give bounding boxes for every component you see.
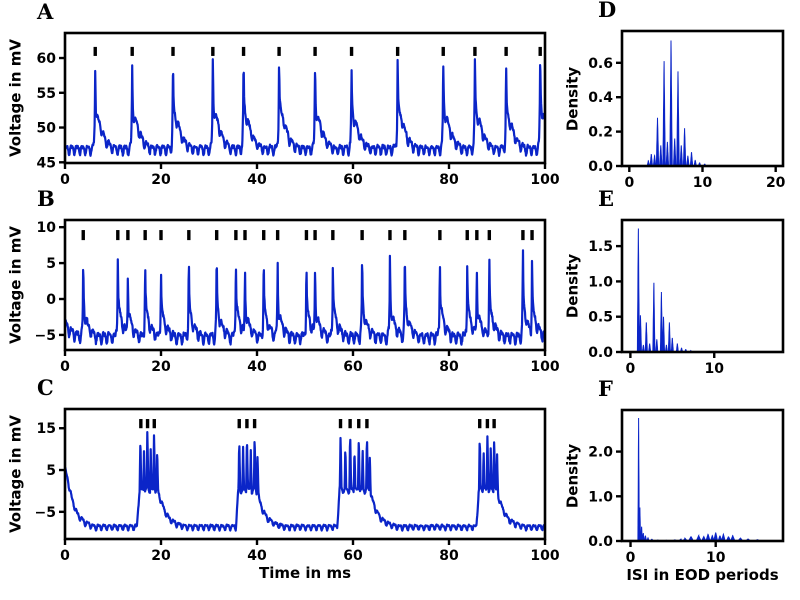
y-axis-label-c: Voltage in mV xyxy=(6,415,25,533)
y-tick-label: 0.2 xyxy=(588,125,613,141)
x-tick-label: 20 xyxy=(151,548,171,564)
y-tick-label: 0.0 xyxy=(588,345,613,361)
y-tick-label: 5 xyxy=(46,463,56,479)
x-tick-label: 0 xyxy=(624,175,634,191)
x-axis-label-f: ISI in EOD periods xyxy=(626,566,779,584)
axes-frame-f xyxy=(620,408,785,543)
panel-letter-e: E xyxy=(598,186,615,211)
x-tick-label: 80 xyxy=(439,548,459,564)
plot-area-d xyxy=(629,40,783,166)
y-axis-label-f: Density xyxy=(563,443,582,508)
y-axis-label-b: Voltage in mV xyxy=(6,226,25,344)
voltage-trace-a xyxy=(65,58,545,157)
axes-frame-d xyxy=(620,29,785,168)
density-histogram-e xyxy=(630,228,783,352)
y-tick-label: 1.5 xyxy=(588,239,613,255)
voltage-trace-c xyxy=(65,431,545,532)
x-tick-label: 0 xyxy=(60,548,70,564)
y-tick-label: 0.5 xyxy=(588,310,613,326)
y-tick-label: 55 xyxy=(37,86,56,102)
y-tick-label: 45 xyxy=(37,155,56,171)
panel-letter-a: A xyxy=(37,0,54,24)
panel-letter-c: C xyxy=(37,375,54,400)
x-tick-label: 60 xyxy=(343,359,363,375)
x-tick-label: 0 xyxy=(626,550,636,566)
x-tick-label: 0 xyxy=(60,172,70,188)
x-tick-label: 80 xyxy=(439,359,459,375)
y-tick-label: 60 xyxy=(37,51,57,67)
axes-frame-b xyxy=(63,218,547,352)
x-tick-label: 100 xyxy=(530,359,559,375)
y-tick-label: 15 xyxy=(37,421,56,437)
y-tick-label: 1.0 xyxy=(588,489,613,505)
axes-frame-e xyxy=(620,218,785,354)
x-tick-label: 100 xyxy=(530,548,559,564)
x-tick-label: 20 xyxy=(766,175,786,191)
y-tick-label: 0.0 xyxy=(588,159,613,175)
x-tick-label: 40 xyxy=(247,359,267,375)
x-tick-label: 60 xyxy=(343,172,363,188)
x-tick-label: 40 xyxy=(247,172,267,188)
plot-area-f xyxy=(630,417,783,541)
x-tick-label: 60 xyxy=(343,548,363,564)
x-tick-label: 20 xyxy=(151,359,171,375)
y-tick-label: 0 xyxy=(46,292,56,308)
y-tick-label: 2.0 xyxy=(588,445,613,461)
x-tick-label: 0 xyxy=(60,359,70,375)
x-tick-label: 10 xyxy=(693,175,713,191)
density-histogram-f xyxy=(630,417,783,541)
x-axis-label-c: Time in ms xyxy=(259,564,351,582)
axes-frame-c xyxy=(63,407,547,541)
y-tick-label: 0.0 xyxy=(588,534,613,550)
y-axis-label-a: Voltage in mV xyxy=(6,39,25,157)
panel-letter-b: B xyxy=(37,186,55,211)
panel-letter-d: D xyxy=(598,0,617,22)
y-tick-label: 5 xyxy=(46,256,56,272)
x-tick-label: 20 xyxy=(151,172,171,188)
y-tick-label: 0.4 xyxy=(588,90,613,106)
x-tick-label: 10 xyxy=(706,550,726,566)
plot-area-b xyxy=(65,230,545,346)
y-tick-label: −5 xyxy=(35,328,56,344)
plot-area-a xyxy=(65,46,545,157)
x-tick-label: 80 xyxy=(439,172,459,188)
x-tick-label: 10 xyxy=(704,361,724,377)
plot-area-e xyxy=(630,228,783,352)
x-tick-label: 0 xyxy=(626,361,636,377)
y-tick-label: −5 xyxy=(35,505,56,521)
panel-letter-f: F xyxy=(598,376,613,401)
y-axis-label-d: Density xyxy=(563,66,582,131)
y-tick-label: 10 xyxy=(37,220,57,236)
y-tick-label: 50 xyxy=(37,121,57,137)
voltage-trace-b xyxy=(65,249,545,346)
axes-frame-a xyxy=(63,31,547,165)
density-histogram-d xyxy=(629,40,783,166)
y-tick-label: 0.6 xyxy=(588,56,613,72)
y-tick-label: 1.0 xyxy=(588,274,613,290)
y-axis-label-e: Density xyxy=(563,253,582,319)
x-tick-label: 40 xyxy=(247,548,267,564)
x-tick-label: 100 xyxy=(530,172,559,188)
plot-area-c xyxy=(65,419,545,532)
